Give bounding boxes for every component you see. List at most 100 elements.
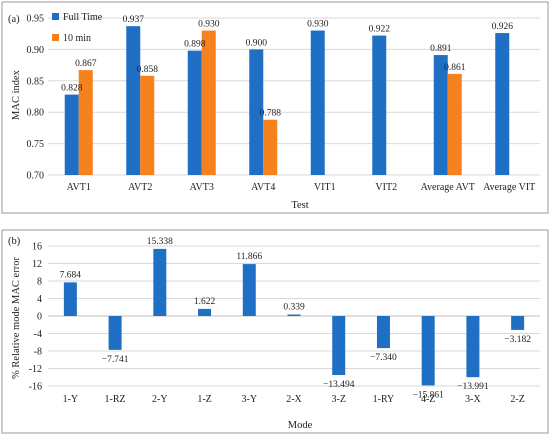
y-tick-label: -4 (34, 329, 42, 340)
data-label: 15.338 (147, 237, 173, 247)
data-label: 0.861 (444, 63, 466, 73)
y-tick-label: 0.95 (27, 14, 45, 25)
data-label: −13.494 (323, 380, 355, 390)
x-category-label: 3-X (465, 394, 481, 405)
data-label: 11.866 (236, 252, 262, 262)
y-tick-label: 12 (32, 259, 42, 270)
panel-b-x-axis-title: Mode (288, 420, 313, 431)
data-label: 0.898 (184, 40, 206, 50)
data-label: 0.828 (61, 84, 83, 94)
data-label: 0.900 (246, 38, 268, 48)
y-tick-label: 8 (37, 277, 42, 288)
x-category-label: AVT4 (251, 182, 275, 193)
legend-swatch-10-min (52, 34, 59, 41)
data-label: 1.622 (194, 297, 216, 307)
panel-b-label: (b) (8, 236, 21, 247)
y-tick-label: -16 (29, 382, 42, 393)
panel-a-bars (64, 26, 510, 176)
y-tick-label: -8 (34, 347, 42, 358)
bar-full-time (249, 49, 264, 175)
bar-10-min (78, 70, 93, 175)
bar-10-min (263, 119, 278, 175)
panel-b-y-ticks: 16 12 8 4 0 -4 -8 -12 -16 (29, 242, 42, 393)
data-label: 0.937 (123, 15, 145, 25)
x-category-label: VIT1 (314, 182, 336, 193)
x-category-label: 3-Z (332, 394, 346, 405)
data-label: −15.861 (412, 390, 444, 400)
x-category-label: 1-Z (197, 394, 211, 405)
panel-a-legend: Full Time 10 min (52, 12, 103, 44)
bar (511, 316, 525, 330)
bar (198, 308, 212, 316)
panel-b-gridlines (48, 245, 540, 387)
bar (153, 248, 167, 316)
panel-a-y-axis-title: MAC index (11, 69, 22, 120)
x-category-label: AVT1 (67, 182, 91, 193)
y-tick-label: 4 (37, 294, 42, 305)
panel-b-data-labels: 7.684 −7.741 15.338 1.622 11.866 0.339 −13.494… (60, 237, 532, 400)
y-tick-label: 0.70 (27, 171, 45, 182)
x-category-label: AVT2 (128, 182, 152, 193)
bar-full-time (495, 33, 510, 176)
panel-b-y-axis-title: % Relative mode MAC error (11, 257, 22, 379)
bar-full-time (126, 26, 141, 175)
x-category-label: 1-RZ (105, 394, 126, 405)
x-category-label: VIT2 (375, 182, 397, 193)
bar (376, 316, 390, 349)
x-category-label: 4-Z (421, 394, 435, 405)
data-label: 0.930 (307, 20, 329, 30)
panel-a-category-labels: AVT1 AVT2 AVT3 AVT4 VIT1 VIT2 Average AVT Avera… (67, 182, 536, 193)
bar-full-time (187, 50, 202, 175)
bar (63, 282, 77, 316)
x-category-label: 2-X (286, 394, 302, 405)
legend-swatch-full-time (52, 13, 59, 20)
y-tick-label: 0.75 (27, 139, 45, 150)
x-category-label: 1-Y (63, 394, 79, 405)
bar-full-time (433, 55, 448, 175)
x-category-label: Average VIT (483, 182, 535, 193)
data-label: −7.741 (102, 355, 129, 365)
x-category-label: 1-RY (373, 394, 395, 405)
data-label: 0.788 (260, 109, 282, 119)
bar (466, 316, 480, 378)
panel-b-bars (63, 248, 525, 386)
panel-a-chart: 0.70 0.75 0.80 0.85 0.90 0.95 0.828 0.867 0.937… (1, 1, 549, 214)
data-label: −7.340 (370, 353, 397, 363)
x-category-label: Average AVT (421, 182, 475, 193)
bar (421, 316, 435, 386)
bar (287, 314, 301, 316)
bar-full-time (310, 30, 325, 176)
bar (242, 264, 256, 316)
data-label: −3.182 (504, 335, 531, 345)
x-category-label: 3-Y (241, 394, 257, 405)
bar-10-min (201, 30, 216, 176)
bar-10-min (140, 75, 155, 175)
y-tick-label: 0.90 (27, 45, 45, 56)
data-label: 7.684 (60, 270, 82, 280)
bar (108, 316, 122, 350)
data-label: 0.891 (430, 44, 452, 54)
data-label: −13.991 (457, 382, 489, 392)
panel-a-data-labels: 0.828 0.867 0.937 0.858 0.898 0.930 0.900 0.788… (61, 15, 513, 119)
x-category-label: AVT3 (190, 182, 214, 193)
data-label: 0.930 (198, 20, 220, 30)
data-label: 0.922 (369, 25, 391, 35)
y-tick-label: 16 (32, 242, 42, 253)
panel-a-label: (a) (8, 14, 20, 25)
x-category-label: 2-Z (510, 394, 524, 405)
bar-10-min (447, 73, 462, 175)
data-label: 0.339 (283, 303, 305, 313)
bar-full-time (372, 35, 387, 175)
data-label: 0.867 (75, 59, 97, 69)
x-category-label: 2-Y (152, 394, 168, 405)
data-label: 0.926 (492, 22, 514, 32)
y-tick-label: -12 (29, 364, 42, 375)
data-label: 0.858 (137, 65, 159, 75)
panel-a-x-axis-title: Test (291, 200, 308, 211)
bar-full-time (64, 94, 79, 175)
panel-a-y-ticks: 0.70 0.75 0.80 0.85 0.90 0.95 (27, 14, 45, 182)
y-tick-label: 0.85 (27, 76, 45, 87)
legend-label-10-min: 10 min (63, 33, 91, 44)
y-tick-label: 0 (37, 312, 42, 323)
